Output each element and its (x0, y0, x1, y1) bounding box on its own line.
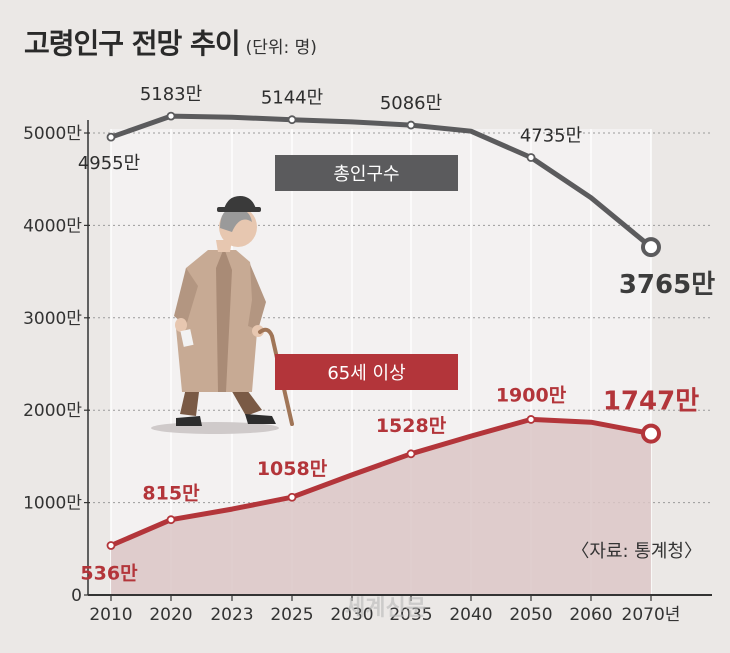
x-tick-label: 2025 (270, 605, 313, 625)
data-points (106, 111, 661, 550)
total-population-line (108, 113, 654, 250)
y-tick-label: 1000만 (23, 494, 82, 514)
total-point (166, 111, 176, 121)
total-data-label: 3765만 (619, 270, 715, 300)
y-tick-label: 3000만 (23, 309, 82, 329)
x-tick-label: 2070년 (622, 605, 681, 625)
x-tick-label: 2020 (149, 605, 192, 625)
x-tick-label: 2023 (210, 605, 253, 625)
y-tick-label: 5000만 (23, 124, 82, 144)
legend-total: 총인구수 (275, 155, 458, 191)
x-tick-label: 2050 (509, 605, 552, 625)
chart-title-block: 고령인구 전망 추이 (단위: 명) (24, 22, 317, 62)
elderly-point (166, 515, 176, 525)
x-axis-ticks: 2010 2020 2023 2025 2030 2035 2040 2050 2060 2070… (89, 595, 680, 625)
elderly-point (526, 415, 536, 424)
elderly-point (287, 492, 297, 502)
x-tick-label: 2060 (569, 605, 612, 625)
total-data-label: 4735만 (520, 125, 582, 146)
legend-elderly-label: 65세 이상 (327, 363, 405, 384)
elderly-area (111, 419, 651, 595)
elderly-data-label: 536만 (80, 562, 138, 584)
elderly-data-label: 1747만 (603, 387, 699, 417)
legend-total-label: 총인구수 (333, 164, 399, 185)
elderly-point (641, 423, 661, 444)
elderly-point (106, 541, 116, 550)
y-tick-label: 2000만 (23, 401, 82, 421)
y-axis-ticks: 0 1000만 2000만 3000만 4000만 5000만 (23, 124, 90, 606)
total-point (641, 237, 661, 258)
total-data-label: 5144만 (261, 88, 323, 109)
x-tick-label: 2035 (389, 605, 432, 625)
source-note: 〈자료: 통계청〉 (571, 541, 702, 562)
elderly-data-label: 1058만 (257, 458, 328, 480)
elderly-point (406, 449, 416, 459)
total-point (406, 120, 416, 130)
elderly-person-illustration (151, 196, 294, 434)
unit-label: (단위: 명) (245, 38, 317, 58)
watermark: 세계신문 (345, 596, 426, 621)
total-point (526, 153, 536, 162)
x-tick-label: 2030 (330, 605, 373, 625)
y-tick-label: 0 (71, 586, 82, 606)
legend-elderly: 65세 이상 (275, 354, 458, 390)
data-labels: 4955만 5183만 5144만 5086만 4735만 3765만 536만 815만 10… (78, 84, 715, 584)
y-tick-label: 4000만 (23, 216, 82, 236)
x-tick-label: 2040 (449, 605, 492, 625)
elderly-population-line (108, 416, 654, 548)
total-data-label: 4955만 (78, 153, 140, 174)
total-data-label: 5183만 (140, 84, 202, 105)
total-point (106, 132, 116, 142)
elderly-data-label: 815만 (142, 483, 200, 505)
elderly-data-label: 1528만 (376, 415, 447, 437)
elderly-data-label: 1900만 (496, 384, 567, 406)
chart-title: 고령인구 전망 추이 (24, 27, 241, 60)
total-data-label: 5086만 (380, 93, 442, 114)
x-tick-label: 2010 (89, 605, 132, 625)
total-point (287, 115, 297, 125)
